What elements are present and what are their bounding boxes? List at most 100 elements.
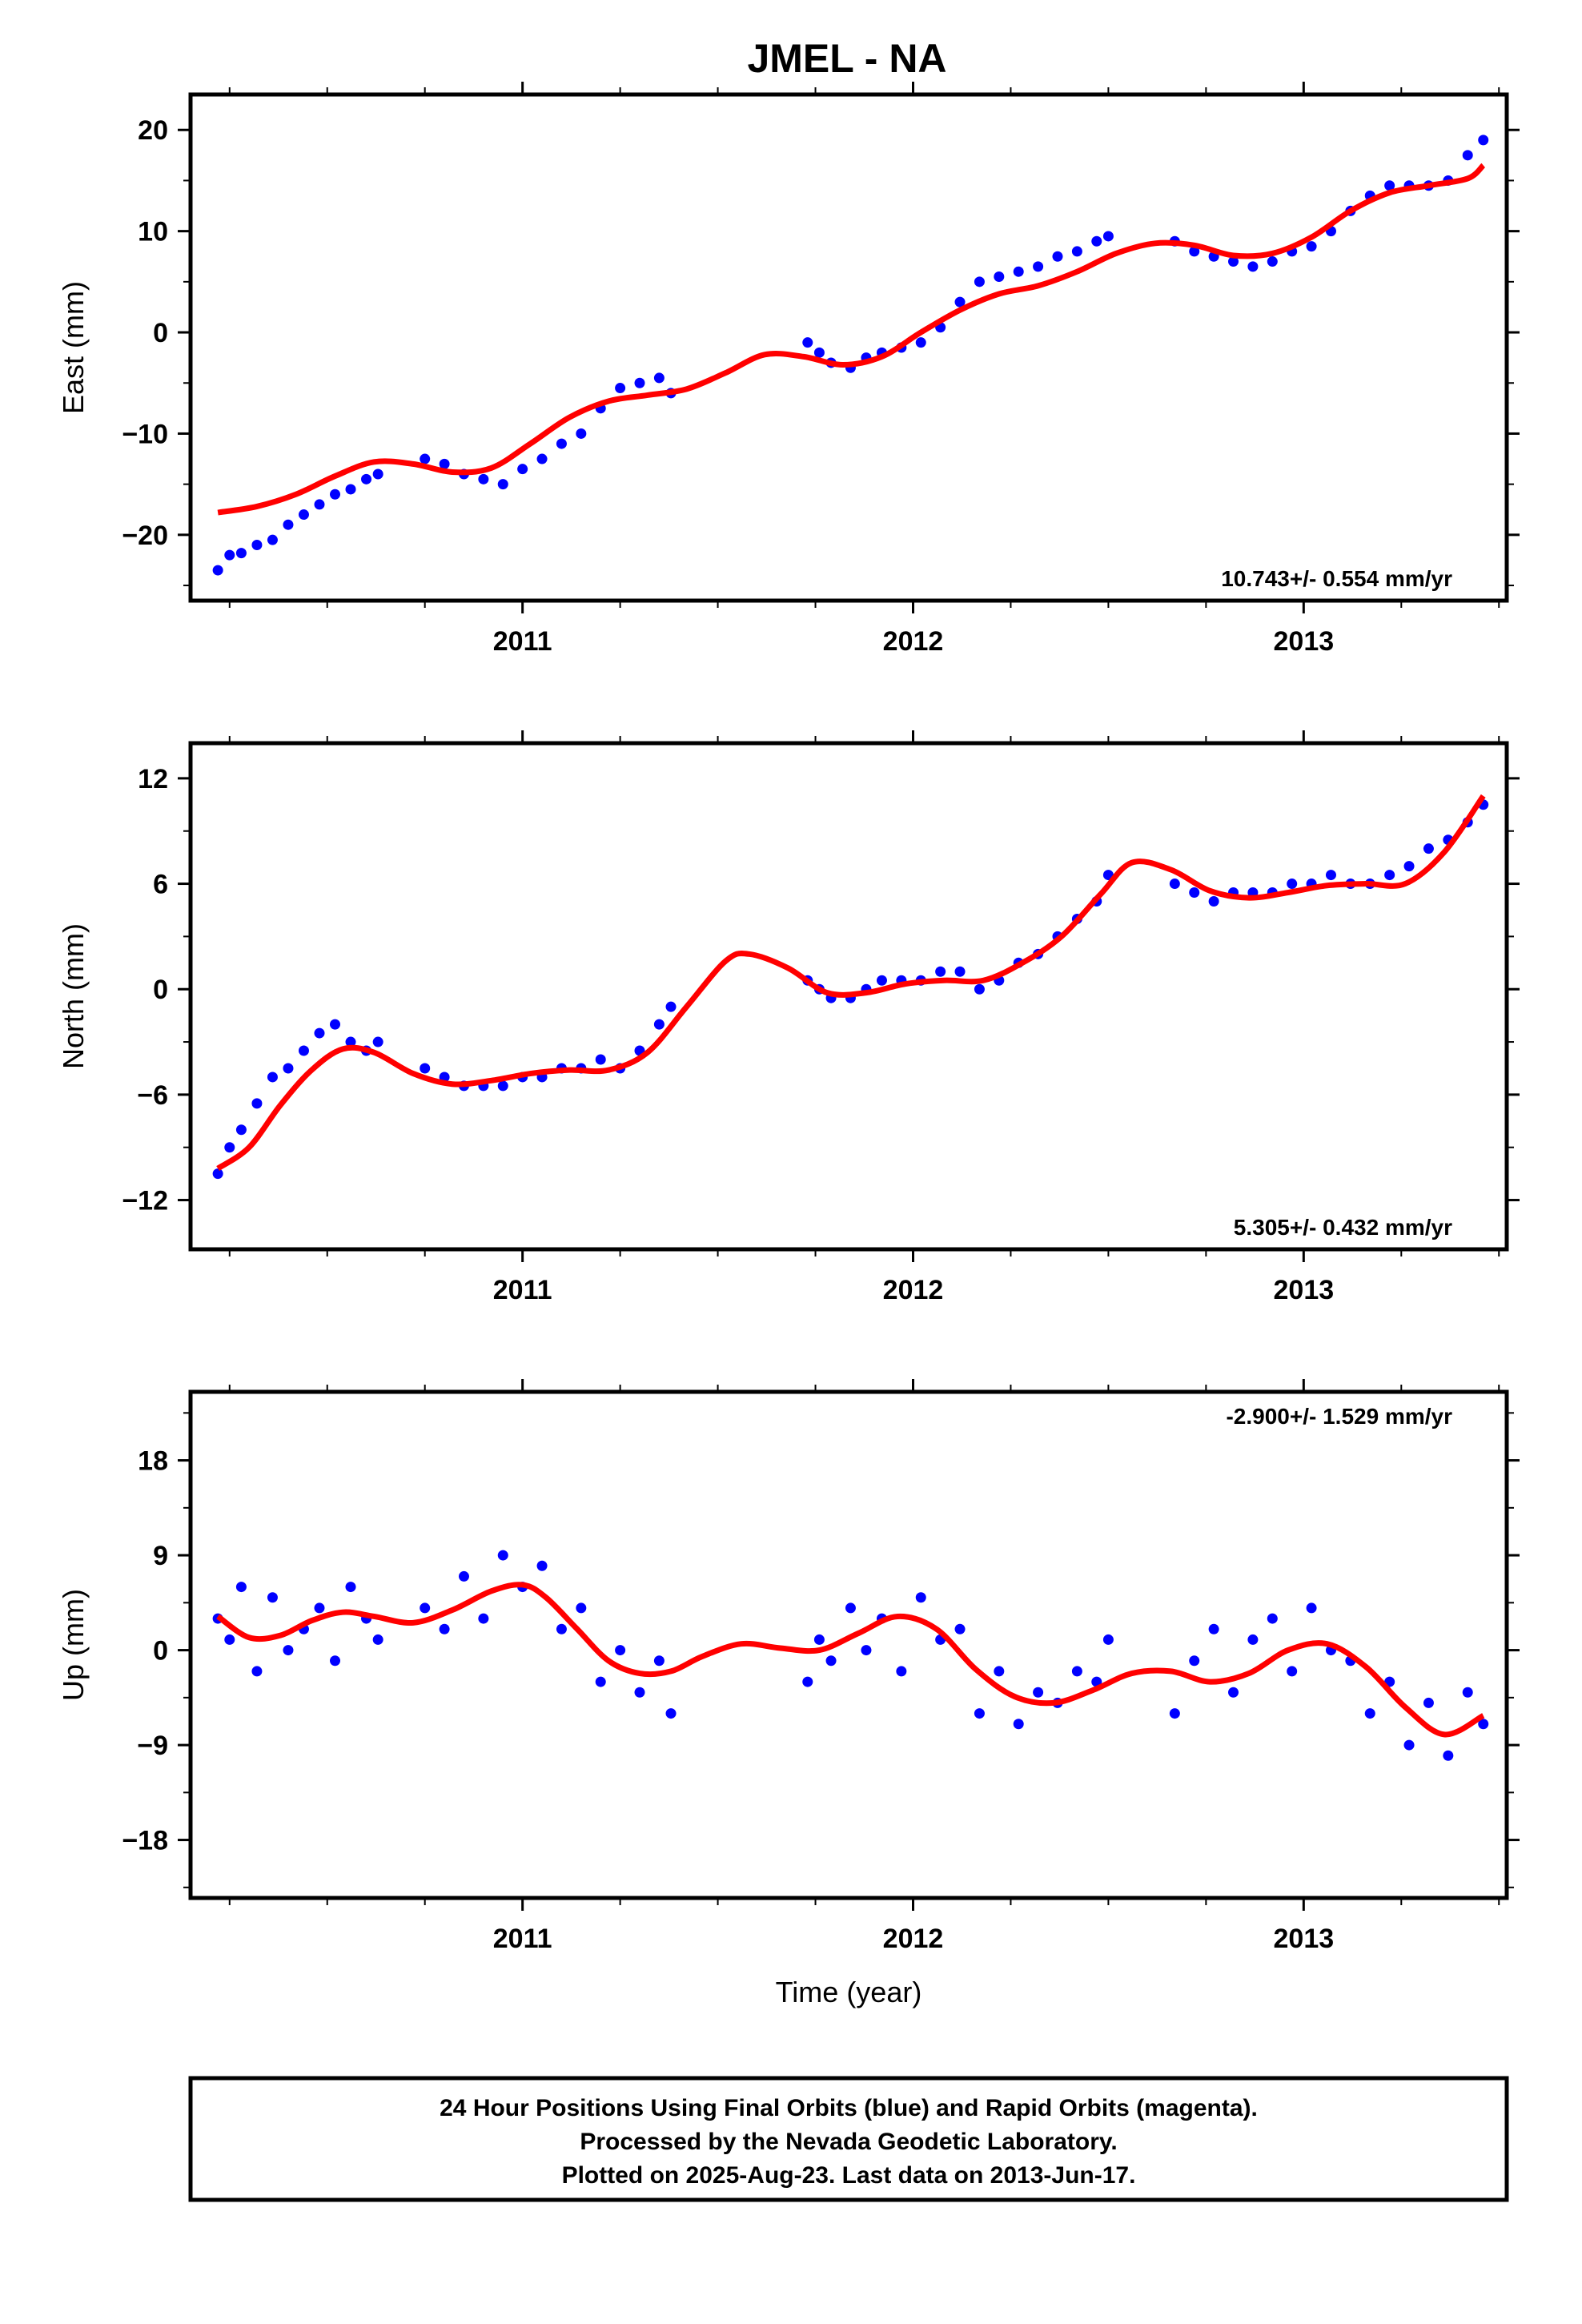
data-point [665, 1001, 677, 1012]
data-point [1267, 256, 1278, 267]
data-point [1384, 870, 1395, 881]
data-point [994, 1666, 1005, 1677]
x-tick-label: 2012 [883, 1275, 944, 1305]
data-point [1208, 1623, 1219, 1634]
trend-line [217, 163, 1486, 516]
data-point [361, 473, 372, 485]
data-point [802, 1676, 813, 1687]
plot-frame [188, 92, 1509, 603]
data-point [1013, 266, 1024, 277]
y-tick-label: −9 [137, 1731, 168, 1761]
north-data [212, 794, 1489, 1180]
east-panel: −20 −10 0 10 20 2011 2012 2013 10.743+/- 0.554 m… [57, 82, 1520, 657]
data-point [1423, 1697, 1434, 1708]
data-point [420, 1063, 431, 1074]
y-tick-label: 0 [153, 1636, 168, 1667]
y-tick-label: 0 [153, 318, 168, 348]
y-tick-label: −18 [122, 1826, 168, 1856]
data-point [458, 1570, 469, 1582]
data-point [1247, 261, 1259, 272]
data-point [595, 1054, 606, 1065]
data-point [251, 539, 263, 550]
data-point [329, 1655, 340, 1667]
data-point [1189, 1655, 1200, 1667]
plot-frame [188, 741, 1509, 1252]
data-point [1267, 1613, 1278, 1624]
data-point [665, 1708, 677, 1719]
data-point [1102, 231, 1114, 242]
data-point [536, 453, 548, 464]
data-point [954, 296, 966, 308]
x-tick-label: 2011 [493, 1924, 552, 1954]
y-tick-label: −6 [137, 1080, 168, 1111]
data-point [1228, 256, 1239, 267]
data-point [235, 1124, 247, 1136]
y-tick-label: 18 [138, 1446, 168, 1477]
data-point [1247, 1634, 1259, 1645]
data-point [235, 548, 247, 559]
data-point [1462, 1687, 1473, 1698]
footer-line-3: Plotted on 2025-Aug-23. Last data on 201… [562, 2162, 1136, 2189]
data-point [876, 975, 887, 986]
data-point [212, 1168, 223, 1180]
x-tick-label: 2013 [1274, 1924, 1335, 1954]
y-tick-label: −20 [122, 521, 168, 551]
data-point [1478, 135, 1489, 146]
data-point [653, 1655, 665, 1667]
data-point [1071, 1666, 1082, 1677]
data-point [345, 484, 356, 495]
rate-label: 10.743+/- 0.554 mm/yr [1221, 566, 1452, 591]
data-point [478, 1613, 489, 1624]
footer-frame [188, 2076, 1509, 2202]
data-point [653, 372, 665, 384]
x-axis-label: Time (year) [776, 1976, 922, 2008]
data-point [372, 1634, 383, 1645]
rate-label: -2.900+/- 1.529 mm/yr [1226, 1404, 1452, 1429]
data-point [915, 1592, 926, 1603]
y-axis-label: Up (mm) [57, 1589, 90, 1701]
data-point [915, 337, 926, 348]
data-point [1306, 241, 1317, 252]
data-point [329, 1019, 340, 1030]
data-point [267, 1592, 278, 1603]
data-point [813, 1634, 825, 1645]
data-point [861, 1645, 872, 1656]
east-data [212, 135, 1489, 576]
data-point [298, 509, 309, 521]
data-point [1052, 251, 1063, 262]
footer-line-2: Processed by the Nevada Geodetic Laborat… [580, 2129, 1117, 2155]
data-point [974, 983, 985, 995]
up-panel: −18 −9 0 9 18 2011 2012 2013 -2.900+/- 1.529 mm/… [57, 1379, 1520, 2008]
data-point [314, 1602, 325, 1614]
data-point [1102, 1634, 1114, 1645]
data-point [1287, 1666, 1298, 1677]
y-tick-label: 10 [138, 217, 168, 247]
data-point [1287, 879, 1298, 890]
data-point [372, 468, 383, 480]
plot-frame [188, 1389, 1509, 1900]
data-point [556, 438, 567, 449]
chart-title: JMEL - NA [747, 36, 946, 81]
data-point [283, 1645, 294, 1656]
data-point [267, 1072, 278, 1083]
footer-box: 24 Hour Positions Using Final Orbits (bl… [188, 2076, 1509, 2202]
data-point [420, 1602, 431, 1614]
data-point [439, 1623, 450, 1634]
data-point [974, 1708, 985, 1719]
footer-line-1: 24 Hour Positions Using Final Orbits (bl… [440, 2095, 1258, 2121]
data-point [615, 1645, 626, 1656]
data-point [845, 1602, 856, 1614]
data-point [1033, 261, 1044, 272]
y-tick-label: 20 [138, 115, 168, 146]
data-point [1306, 1602, 1317, 1614]
data-point [314, 499, 325, 510]
data-point [634, 1687, 645, 1698]
data-point [329, 489, 340, 500]
y-tick-label: −12 [122, 1186, 168, 1216]
data-point [420, 453, 431, 464]
data-point [251, 1666, 263, 1677]
data-point [224, 549, 235, 561]
data-point [576, 1602, 587, 1614]
data-point [536, 1560, 548, 1571]
data-point [935, 966, 946, 977]
